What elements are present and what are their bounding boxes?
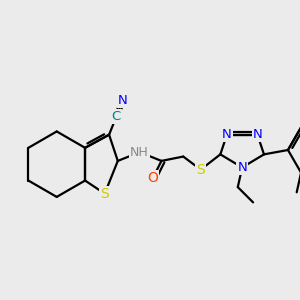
Text: O: O: [147, 171, 158, 185]
Text: N: N: [222, 128, 232, 141]
Text: N: N: [253, 128, 262, 141]
Text: N: N: [118, 94, 128, 107]
Text: C: C: [112, 110, 121, 123]
Text: NH: NH: [130, 146, 149, 159]
Text: S: S: [100, 187, 109, 201]
Text: S: S: [196, 163, 205, 177]
Text: N: N: [237, 161, 247, 174]
